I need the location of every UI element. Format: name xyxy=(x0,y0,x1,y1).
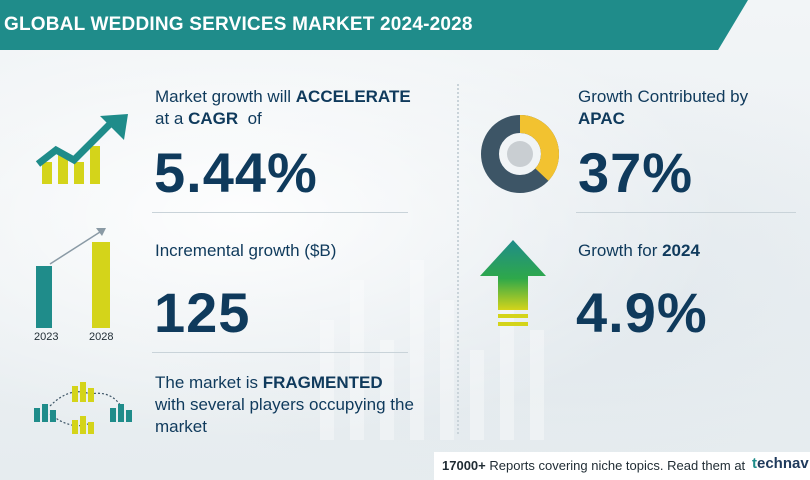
incremental-bars-icon xyxy=(36,228,110,328)
logo-t: t xyxy=(752,455,757,472)
apac-value: 37% xyxy=(578,141,694,204)
incremental-value: 125 xyxy=(154,281,251,344)
fragmented-label: The market is FRAGMENTED with several pl… xyxy=(155,372,414,438)
cagr-label-line2-bold: CAGR xyxy=(188,109,239,128)
growth2024-label-bold: 2024 xyxy=(662,241,700,260)
growth2024-label: Growth for 2024 xyxy=(578,240,700,262)
fragmented-line1-bold: FRAGMENTED xyxy=(262,373,383,392)
footer-description: Reports covering niche topics. Read them… xyxy=(485,458,746,473)
up-arrow-icon xyxy=(480,240,546,326)
growth2024-value: 4.9% xyxy=(576,281,708,344)
header-banner xyxy=(0,0,748,50)
divider-vertical xyxy=(457,84,459,434)
fragmented-line3: market xyxy=(155,417,207,436)
growth2024-label-text: Growth for xyxy=(578,241,663,260)
cagr-value: 5.44% xyxy=(154,141,318,204)
background-bars-decoration xyxy=(320,260,544,440)
incremental-label: Incremental growth ($B) xyxy=(155,241,337,260)
apac-label-text: Growth Contributed by xyxy=(578,87,749,106)
logo-rest: echnav xyxy=(757,455,809,472)
year-label-2023: 2023 xyxy=(34,331,59,343)
donut-center xyxy=(507,141,533,167)
fragmented-line2: with several players occupying the xyxy=(155,395,414,414)
cagr-label: Market growth will ACCELERATE at a CAGR … xyxy=(155,86,411,130)
market-players-icon xyxy=(34,382,132,434)
page-title: GLOBAL WEDDING SERVICES MARKET 2024-2028 xyxy=(4,14,473,35)
divider-right-1 xyxy=(576,212,796,213)
cagr-label-line2-post: of xyxy=(238,109,262,128)
apac-label-bold: APAC xyxy=(578,109,625,128)
cagr-label-bold: ACCELERATE xyxy=(295,87,411,106)
growth-chart-icon xyxy=(35,114,128,184)
footer-bar: 17000+ Reports covering niche topics. Re… xyxy=(434,452,810,480)
footer-count: 17000+ xyxy=(442,458,486,473)
divider-left-2 xyxy=(152,352,408,353)
donut-apac-segment xyxy=(481,115,559,193)
technavio-logo[interactable]: technav xyxy=(752,455,809,472)
year-label-2028: 2028 xyxy=(89,331,114,343)
apac-donut-icon xyxy=(481,115,559,193)
cagr-label-line2-pre: at a xyxy=(155,109,189,128)
apac-label: Growth Contributed by APAC xyxy=(578,86,748,130)
cagr-label-pre: Market growth will xyxy=(155,87,296,106)
footer-text: 17000+ Reports covering niche topics. Re… xyxy=(442,458,745,473)
divider-left-1 xyxy=(152,212,408,213)
fragmented-line1-pre: The market is xyxy=(155,373,263,392)
